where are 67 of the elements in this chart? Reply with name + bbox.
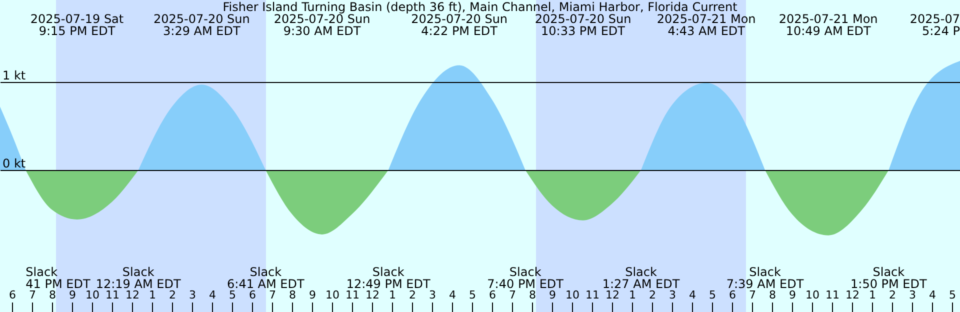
annotation: 2025-07-21 Mon 4:43 AM EDT [656, 12, 756, 38]
x-tick-label: 5 [709, 288, 716, 302]
y-tick-label: 1 kt [2, 68, 26, 82]
x-tick-label: 6 [249, 288, 256, 302]
x-tick-label: 12 [366, 288, 380, 302]
x-tick-label: 2 [649, 288, 656, 302]
x-tick-label: 11 [346, 288, 360, 302]
x-tick-label: 7 [269, 288, 276, 302]
x-tick-label: 7 [509, 288, 516, 302]
x-tick-label: 2 [169, 288, 176, 302]
x-tick-label: 2 [889, 288, 896, 302]
x-tick-label: 10 [566, 288, 580, 302]
x-tick-label: 1 [629, 288, 636, 302]
y-tick-label: 0 kt [2, 156, 26, 171]
x-tick-label: 4 [929, 288, 936, 302]
x-tick-label: 11 [106, 288, 120, 302]
x-tick-label: 12 [846, 288, 860, 302]
annotation: Slack 12:19 AM EDT [96, 265, 182, 291]
x-tick-label: 4 [689, 288, 696, 302]
annotation: Slack 7:40 PM EDT [487, 265, 564, 291]
x-tick-label: 6 [489, 288, 496, 302]
annotation: 2025-07 5:24 P [910, 12, 960, 38]
x-tick-label: 3 [189, 288, 196, 302]
annotation: Slack 6:41 AM EDT [227, 265, 305, 291]
x-tick-label: 8 [49, 288, 56, 302]
chart-title: Fisher Island Turning Basin (depth 36 ft), Main Channel, Miami Harbor, Florida Current [222, 0, 738, 14]
x-tick-label: 10 [806, 288, 820, 302]
x-tick-label: 12 [126, 288, 140, 302]
x-tick-label: 6 [9, 288, 16, 302]
x-tick-label: 5 [469, 288, 476, 302]
x-tick-label: 9 [789, 288, 796, 302]
x-tick-label: 9 [309, 288, 316, 302]
x-tick-label: 3 [429, 288, 436, 302]
x-tick-label: 10 [86, 288, 100, 302]
x-tick-label: 1 [149, 288, 156, 302]
annotation: 2025-07-19 Sat 9:15 PM EDT [30, 12, 124, 38]
x-tick-label: 1 [869, 288, 876, 302]
x-tick-label: 9 [549, 288, 556, 302]
x-tick-label: 7 [749, 288, 756, 302]
annotation: 2025-07-21 Mon 10:49 AM EDT [778, 12, 878, 38]
x-tick-label: 1 [389, 288, 396, 302]
annotation: 2025-07-20 Sun 4:22 PM EDT [411, 12, 508, 38]
x-tick-label: 11 [826, 288, 840, 302]
x-tick-label: 10 [326, 288, 340, 302]
x-tick-label: 7 [29, 288, 36, 302]
x-tick-label: 8 [769, 288, 776, 302]
annotation: 2025-07-20 Sun 3:29 AM EDT [153, 12, 250, 38]
x-tick-label: 4 [449, 288, 456, 302]
x-tick-label: 11 [586, 288, 600, 302]
x-tick-label: 12 [606, 288, 620, 302]
x-tick-label: 6 [729, 288, 736, 302]
x-tick-label: 3 [909, 288, 916, 302]
x-tick-label: 4 [209, 288, 216, 302]
annotation: Slack 1:50 PM EDT [850, 265, 928, 291]
x-tick-label: 5 [229, 288, 236, 302]
annotation: Slack 1:27 AM EDT [602, 265, 680, 291]
x-tick-label: 8 [529, 288, 536, 302]
x-tick-label: 5 [949, 288, 956, 302]
annotation: Slack 7:39 AM EDT [726, 265, 804, 291]
x-tick-label: 2 [409, 288, 416, 302]
x-tick-label: 3 [669, 288, 676, 302]
annotation: Slack 41 PM EDT [26, 265, 91, 291]
x-tick-label: 8 [289, 288, 296, 302]
annotation: 2025-07-20 Sun 9:30 AM EDT [274, 12, 370, 38]
annotation: Slack 12:49 PM EDT [346, 265, 431, 291]
annotation: 2025-07-20 Sun 10:33 PM EDT [534, 12, 632, 38]
x-tick-label: 9 [69, 288, 76, 302]
